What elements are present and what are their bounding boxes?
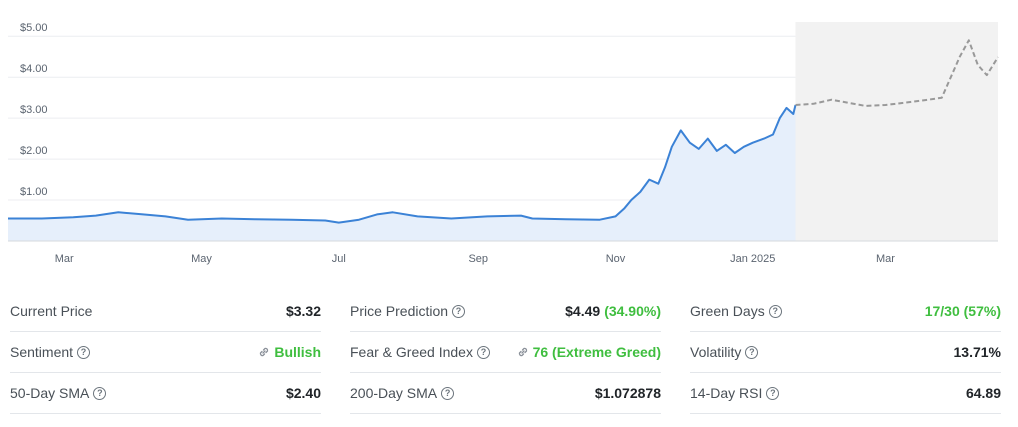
fear-greed-label: Fear & Greed Index: [350, 344, 473, 360]
x-tick-label: Jan 2025: [730, 253, 775, 265]
question-circle-icon[interactable]: ?: [452, 304, 466, 318]
sma50-row: 50-Day SMA ? $2.40: [10, 373, 321, 414]
question-circle-icon[interactable]: ?: [766, 386, 780, 400]
fear-greed-row: Fear & Greed Index ? 76 (Extreme Greed): [350, 332, 661, 373]
y-tick-label: $5.00: [20, 22, 48, 34]
price-prediction-label-wrap: Price Prediction ?: [350, 303, 466, 319]
price-prediction-label: Price Prediction: [350, 303, 449, 319]
prediction-line: [795, 39, 999, 107]
x-tick-label: Jul: [332, 253, 346, 265]
y-tick-label: $3.00: [20, 104, 48, 116]
question-circle-icon[interactable]: ?: [768, 304, 782, 318]
sentiment-value-wrap: Bullish: [258, 344, 321, 360]
prediction-region: [795, 22, 998, 241]
volatility-label-wrap: Volatility ?: [690, 344, 759, 360]
sma50-label-wrap: 50-Day SMA ?: [10, 385, 107, 401]
sentiment-value: Bullish: [274, 344, 321, 360]
fear-greed-value-wrap: 76 (Extreme Greed): [517, 344, 661, 360]
stats-column-1: Current Price $3.32 Sentiment ? Bullish …: [10, 291, 321, 414]
question-circle-icon[interactable]: ?: [77, 345, 91, 359]
price-chart: $0.00$1.00$2.00$3.00$4.00$5.00MarMayJulS…: [8, 22, 999, 265]
sma200-label-wrap: 200-Day SMA ?: [350, 385, 455, 401]
historical-area: [8, 105, 796, 241]
price-prediction-row: Price Prediction ? $4.49 (34.90%): [350, 291, 661, 332]
rsi-value: 64.89: [965, 385, 1001, 401]
stats-column-3: Green Days ? 17/30 (57%) Volatility ? 13…: [690, 291, 1001, 414]
green-days-value: 17/30 (57%): [924, 303, 1001, 319]
sma200-label: 200-Day SMA: [350, 385, 438, 401]
question-circle-icon[interactable]: ?: [476, 345, 490, 359]
sma200-value: $1.072878: [594, 385, 661, 401]
green-days-label-wrap: Green Days ?: [690, 303, 782, 319]
price-prediction-value-wrap: $4.49 (34.90%): [565, 303, 661, 319]
rsi-label: 14-Day RSI: [690, 385, 763, 401]
price-prediction-value: $4.49: [565, 303, 601, 319]
x-tick-label: Mar: [876, 253, 895, 265]
link-icon[interactable]: [258, 346, 270, 358]
volatility-value: 13.71%: [953, 344, 1001, 360]
current-price-value: $3.32: [285, 303, 321, 319]
green-days-label: Green Days: [690, 303, 765, 319]
current-price-label: Current Price: [10, 303, 93, 319]
stats-panel: Current Price $3.32 Sentiment ? Bullish …: [0, 291, 1018, 421]
sma50-value: $2.40: [285, 385, 321, 401]
question-circle-icon[interactable]: ?: [441, 386, 455, 400]
x-tick-label: Mar: [55, 253, 74, 265]
sma50-label: 50-Day SMA: [10, 385, 90, 401]
y-tick-label: $2.00: [20, 145, 48, 157]
question-circle-icon[interactable]: ?: [93, 386, 107, 400]
x-tick-label: May: [191, 253, 212, 265]
y-tick-label: $4.00: [20, 63, 48, 75]
current-price-row: Current Price $3.32: [10, 291, 321, 332]
volatility-row: Volatility ? 13.71%: [690, 332, 1001, 373]
sentiment-row: Sentiment ? Bullish: [10, 332, 321, 373]
fear-greed-value: 76 (Extreme Greed): [532, 344, 661, 360]
sentiment-label-wrap: Sentiment ?: [10, 344, 91, 360]
price-prediction-change: (34.90%): [604, 303, 661, 319]
historical-price-line: [8, 104, 797, 224]
fear-greed-label-wrap: Fear & Greed Index ?: [350, 344, 490, 360]
rsi-row: 14-Day RSI ? 64.89: [690, 373, 1001, 414]
sentiment-label: Sentiment: [10, 344, 74, 360]
rsi-label-wrap: 14-Day RSI ?: [690, 385, 780, 401]
question-circle-icon[interactable]: ?: [745, 345, 759, 359]
stats-column-2: Price Prediction ? $4.49 (34.90%) Fear &…: [350, 291, 661, 414]
green-days-row: Green Days ? 17/30 (57%): [690, 291, 1001, 332]
x-tick-label: Nov: [606, 253, 626, 265]
link-icon[interactable]: [517, 346, 529, 358]
volatility-label: Volatility: [690, 344, 742, 360]
x-tick-label: Sep: [468, 253, 488, 265]
sma200-row: 200-Day SMA ? $1.072878: [350, 373, 661, 414]
y-tick-label: $1.00: [20, 186, 48, 198]
